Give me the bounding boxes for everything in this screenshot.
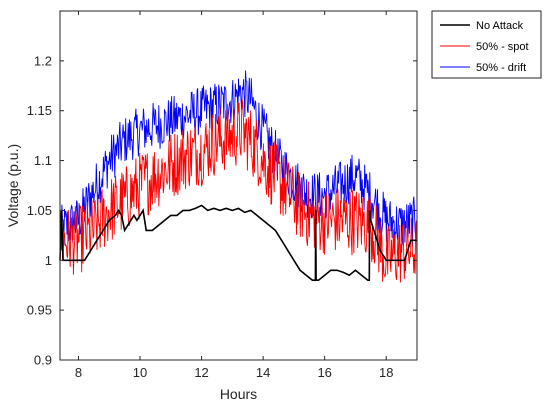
y-tick-label: 1.2 <box>34 53 52 68</box>
y-tick-label: 1 <box>45 253 52 268</box>
x-tick-label: 16 <box>317 365 331 380</box>
x-tick-label: 8 <box>75 365 82 380</box>
plot-frame <box>59 10 418 361</box>
series-line-50-drift <box>59 70 418 360</box>
x-axis-label: Hours <box>220 386 257 402</box>
series-line-no-attack <box>59 204 417 281</box>
y-tick-label: 0.95 <box>27 303 52 318</box>
x-tick-label: 12 <box>194 365 208 380</box>
y-axis-label: Voltage (p.u.) <box>5 144 21 227</box>
legend: No Attack 50% - spot 50% - drift <box>431 10 542 79</box>
legend-entry-label: 50% - spot <box>476 41 529 53</box>
plot-area <box>60 11 417 360</box>
x-tick-label: 10 <box>133 365 147 380</box>
y-tick-label: 1.05 <box>27 203 52 218</box>
x-tick-label: 18 <box>379 365 393 380</box>
legend-entry-label: 50% - drift <box>476 62 526 74</box>
series-layer <box>59 70 418 360</box>
ticks-layer: 8 10 12 14 16 18 0.9 0.95 1 1.05 1.1 1.15 1.2 <box>27 11 417 380</box>
y-tick-label: 0.9 <box>34 353 52 368</box>
y-tick-label: 1.1 <box>34 153 52 168</box>
x-tick-label: 14 <box>256 365 270 380</box>
legend-entry-label: No Attack <box>476 20 524 32</box>
y-tick-label: 1.15 <box>27 103 52 118</box>
